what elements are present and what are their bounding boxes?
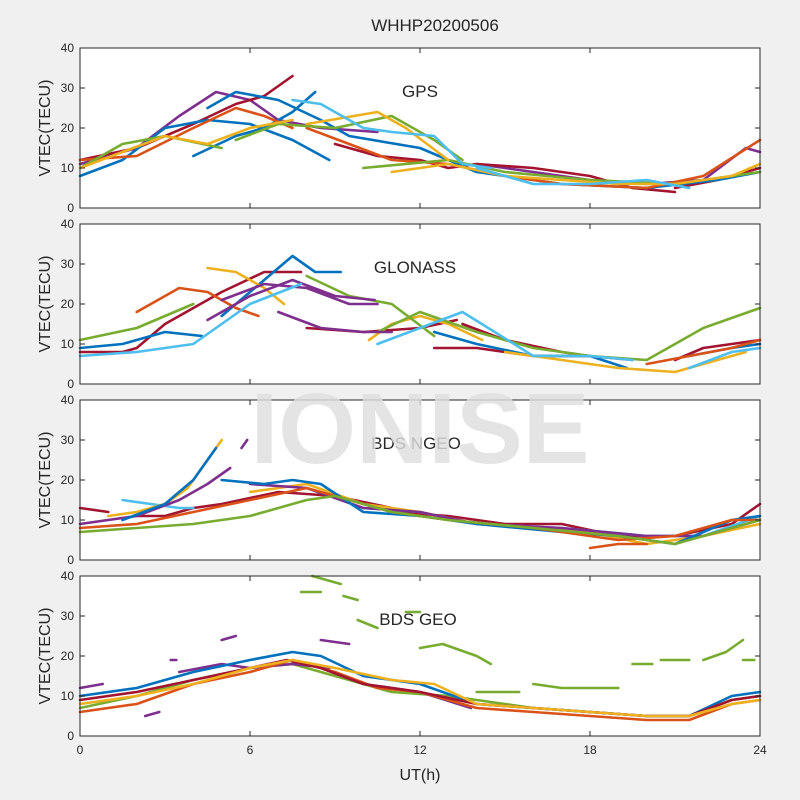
- y-axis-label: VTEC(TECU): [37, 256, 54, 353]
- y-axis-label: VTEC(TECU): [37, 608, 54, 705]
- series-line: [220, 634, 238, 642]
- series-line: [276, 310, 394, 334]
- y-tick-label: 40: [61, 569, 75, 583]
- y-tick-label: 10: [61, 689, 75, 703]
- series-line: [390, 162, 762, 186]
- y-tick-label: 30: [61, 609, 75, 623]
- panel-label: BDS GEO: [379, 610, 456, 629]
- x-tick-label: 0: [77, 743, 84, 757]
- panel-2: 0 10 20 30 40 VTEC(TECU) GLONASS: [37, 217, 762, 391]
- series-line: [206, 278, 377, 322]
- series-line: [220, 254, 343, 318]
- x-tick-label: 24: [753, 743, 767, 757]
- panel-label: GLONASS: [374, 258, 456, 277]
- series-line: [143, 710, 161, 718]
- y-tick-label: 40: [61, 217, 75, 231]
- series-line: [121, 446, 218, 522]
- y-tick-label: 30: [61, 81, 75, 95]
- series-line: [240, 438, 249, 450]
- series-line: [645, 338, 762, 366]
- series-line: [418, 642, 493, 666]
- panels: 0 10 20 30 40 VTEC(TECU) GPS 0 10 20 30 40 VTEC(TECU…: [37, 41, 762, 743]
- x-tick-label: 12: [413, 743, 427, 757]
- series-line: [206, 266, 286, 306]
- y-tick-label: 10: [61, 337, 75, 351]
- series-line: [78, 106, 294, 162]
- y-tick-label: 20: [61, 473, 75, 487]
- series-line: [342, 594, 360, 602]
- series-group: [78, 254, 762, 374]
- series-line: [319, 638, 351, 646]
- panel-3: 0 10 20 30 40 VTEC(TECU) BDS NGEO: [37, 393, 762, 567]
- series-line: [588, 542, 649, 550]
- series-line: [78, 682, 104, 690]
- series-line: [78, 118, 294, 170]
- y-tick-label: 10: [61, 513, 75, 527]
- series-line: [78, 330, 204, 350]
- x-tick-label: 6: [247, 743, 254, 757]
- y-tick-label: 20: [61, 649, 75, 663]
- y-tick-label: 40: [61, 393, 75, 407]
- series-group: [78, 438, 762, 550]
- series-line: [220, 282, 379, 306]
- plot-area: [80, 224, 760, 384]
- series-line: [531, 682, 620, 690]
- y-tick-label: 30: [61, 257, 75, 271]
- series-line: [78, 282, 303, 358]
- y-tick-label: 0: [67, 377, 74, 391]
- y-tick-label: 40: [61, 41, 75, 55]
- series-line: [687, 346, 762, 370]
- series-line: [376, 310, 634, 362]
- x-tick-label: 18: [583, 743, 597, 757]
- x-axis: 0 6 12 18 24: [77, 743, 767, 757]
- y-tick-label: 30: [61, 433, 75, 447]
- series-group: [78, 574, 762, 722]
- series-line: [305, 110, 450, 162]
- y-tick-label: 10: [61, 161, 75, 175]
- series-line: [475, 166, 691, 190]
- plot-area: [80, 576, 760, 736]
- series-line: [78, 494, 762, 546]
- y-tick-label: 20: [61, 297, 75, 311]
- series-group: [78, 74, 762, 194]
- series-line: [135, 286, 260, 318]
- series-line: [78, 506, 110, 514]
- series-line: [291, 98, 493, 170]
- series-line: [376, 306, 762, 362]
- series-line: [78, 658, 762, 718]
- series-line: [310, 574, 343, 586]
- y-tick-label: 20: [61, 121, 75, 135]
- panel-label: BDS NGEO: [371, 434, 461, 453]
- panel-4: 0 10 20 30 40 VTEC(TECU) BDS GEO: [37, 569, 762, 743]
- y-tick-label: 0: [67, 729, 74, 743]
- watermark: IONISE: [251, 373, 590, 485]
- y-axis-label: VTEC(TECU): [37, 80, 54, 177]
- panel-1: 0 10 20 30 40 VTEC(TECU) GPS: [37, 41, 762, 215]
- series-line: [356, 618, 379, 630]
- panel-label: GPS: [402, 82, 438, 101]
- series-line: [78, 302, 195, 342]
- series-line: [701, 638, 745, 662]
- x-axis-label: UT(h): [400, 767, 441, 784]
- y-axis-label: VTEC(TECU): [37, 432, 54, 529]
- series-line: [234, 114, 464, 162]
- y-tick-label: 0: [67, 553, 74, 567]
- figure-title: WHHP20200506: [371, 16, 499, 35]
- series-line: [78, 466, 232, 526]
- y-tick-label: 0: [67, 201, 74, 215]
